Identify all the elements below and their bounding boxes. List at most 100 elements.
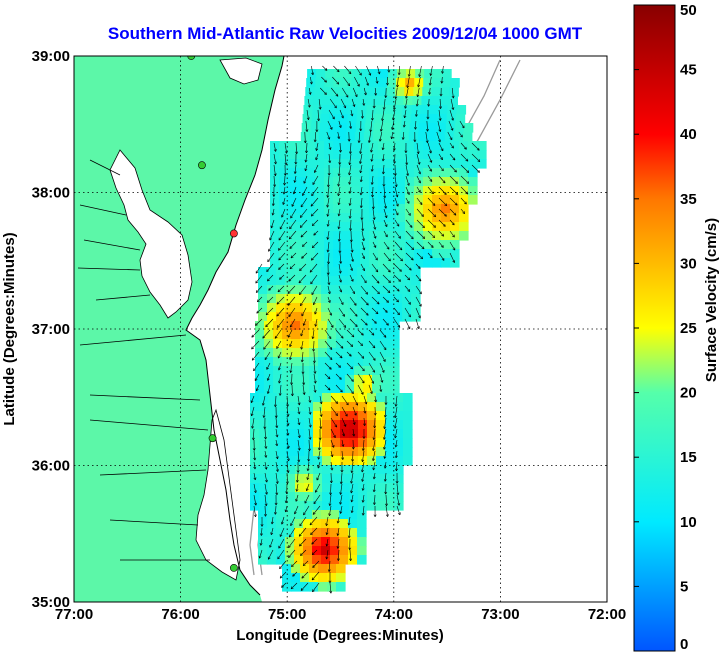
velocity-arrow [294, 164, 297, 174]
arrow-head [342, 433, 346, 437]
velocity-cell [432, 159, 442, 169]
velocity-arrow [405, 241, 414, 250]
velocity-cell [250, 438, 260, 448]
arrow-head [408, 212, 411, 216]
velocity-cell [279, 159, 289, 169]
arrow-head [372, 437, 376, 440]
velocity-cell [352, 69, 362, 79]
arrow-head [289, 344, 292, 347]
arrow-head [361, 355, 365, 359]
velocity-cell [338, 114, 349, 124]
velocity-arrow [382, 164, 385, 175]
velocity-cell [306, 231, 316, 241]
velocity-arrow [300, 230, 308, 238]
velocity-arrow [341, 428, 345, 437]
arrow-head [388, 280, 391, 283]
velocity-cell [378, 177, 388, 187]
velocity-cell [414, 150, 424, 160]
velocity-cell [294, 303, 304, 313]
velocity-cell [348, 519, 358, 529]
velocity-cell [288, 150, 298, 160]
velocity-cell [396, 186, 406, 196]
velocity-cell [315, 240, 325, 250]
velocity-cell [388, 69, 398, 79]
velocity-cell [385, 411, 395, 421]
velocity-cell [455, 114, 466, 124]
velocity-cell [369, 213, 379, 223]
velocity-arrow [383, 428, 387, 440]
velocity-arrow [297, 439, 300, 451]
velocity-cell [297, 195, 307, 205]
velocity-cell [324, 213, 334, 223]
arrow-head [250, 400, 254, 404]
arrow-head [341, 115, 344, 119]
coastline [185, 56, 285, 596]
velocity-cell [270, 249, 280, 259]
velocity-cell [441, 204, 451, 214]
velocity-arrow [394, 208, 399, 216]
velocity-arrow [284, 175, 286, 186]
velocity-arrow [394, 406, 398, 418]
velocity-cell [268, 429, 278, 439]
velocity-arrow [428, 98, 430, 107]
velocity-arrow [404, 307, 411, 318]
velocity-cell [282, 366, 292, 376]
arrow-head [406, 183, 410, 186]
arrow-head [325, 532, 329, 535]
velocity-cell [315, 258, 325, 268]
arrow-head [360, 217, 364, 220]
arrow-head [297, 435, 301, 439]
velocity-arrow [384, 450, 387, 459]
velocity-arrow [314, 164, 319, 173]
velocity-arrow [416, 197, 423, 205]
arrow-head [372, 489, 376, 493]
arrow-head [312, 348, 316, 352]
arrow-head [327, 282, 331, 285]
arrow-head [395, 194, 399, 198]
arrow-head [341, 444, 345, 447]
velocity-cell [459, 186, 469, 196]
velocity-cell [304, 474, 314, 484]
arrow-head [444, 213, 447, 217]
velocity-cell [351, 177, 361, 187]
arrow-head [393, 107, 396, 110]
velocity-arrow [303, 318, 307, 326]
velocity-cell [321, 285, 331, 295]
arrow-head [464, 201, 467, 205]
velocity-arrow [393, 142, 396, 151]
arrow-head [276, 301, 280, 305]
velocity-cell [285, 510, 295, 520]
velocity-cell [270, 240, 280, 250]
lat-tick-label: 38:00 [32, 185, 70, 202]
arrow-head [253, 514, 257, 518]
velocity-cell [376, 96, 386, 106]
arrow-head [343, 105, 347, 109]
arrow-head [273, 149, 277, 152]
arrow-head [339, 389, 343, 393]
arrow-head [429, 179, 433, 182]
velocity-cell [387, 204, 397, 214]
velocity-cell [441, 258, 451, 268]
velocity-cell [285, 555, 295, 565]
velocity-arrow [264, 483, 268, 495]
velocity-cell [267, 312, 277, 322]
velocity-cell [327, 357, 337, 367]
arrow-head [312, 512, 316, 515]
arrow-head [290, 393, 294, 397]
arrow-head [289, 266, 293, 270]
velocity-cell [286, 411, 296, 421]
velocity-cell [393, 276, 403, 286]
velocity-cell [381, 384, 391, 394]
velocity-arrow [416, 241, 425, 250]
velocity-cell [295, 465, 305, 475]
velocity-cell [342, 186, 352, 196]
velocity-arrow [373, 494, 376, 505]
velocity-arrow [289, 340, 293, 347]
arrow-head [312, 360, 316, 364]
arrow-head [298, 292, 302, 295]
velocity-cell [373, 123, 384, 133]
velocity-arrow [327, 285, 331, 294]
arrow-head [264, 446, 268, 449]
velocity-arrow [291, 197, 297, 207]
velocity-cell [259, 393, 269, 403]
